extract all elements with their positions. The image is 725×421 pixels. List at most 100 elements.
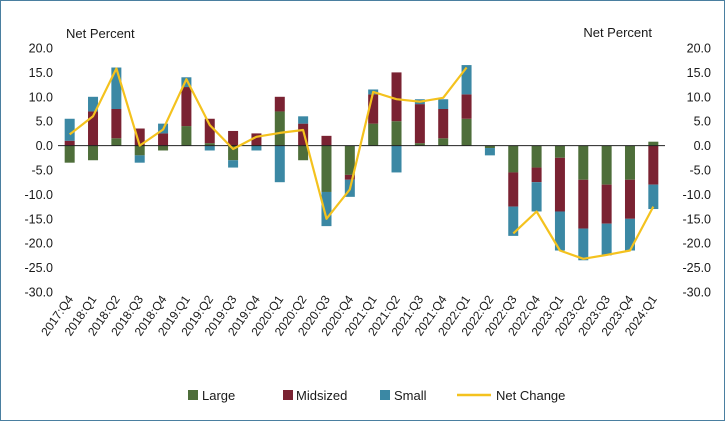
bar-small [298, 116, 309, 124]
right-y-tick-label: 10.0 [687, 90, 711, 104]
bar-midsized [274, 96, 285, 112]
legend-swatch-small [380, 390, 390, 400]
legend: Large Midsized Small Net Change [188, 388, 565, 403]
left-y-tick-label: -25.0 [25, 261, 54, 275]
bar-large [158, 145, 169, 151]
bar-midsized [298, 123, 309, 146]
bar-small [438, 99, 449, 109]
bar-midsized [531, 167, 542, 183]
bar-small [554, 211, 565, 251]
bar-large [624, 145, 635, 180]
bar-large [531, 145, 542, 168]
bar-midsized [251, 133, 262, 146]
bar-midsized [438, 109, 449, 139]
legend-label-net-change: Net Change [496, 388, 565, 403]
legend-label-small: Small [394, 388, 427, 403]
bar-midsized [368, 94, 379, 124]
right-y-tick-label: 20.0 [687, 42, 711, 56]
bar-midsized [181, 87, 192, 127]
legend-swatch-midsized [283, 390, 293, 400]
bar-small [204, 145, 215, 151]
bar-small [228, 160, 239, 168]
bar-midsized [111, 109, 122, 139]
net-change-line [69, 66, 655, 260]
bar-small [531, 182, 542, 212]
bar-large [88, 145, 99, 161]
bar-small [624, 218, 635, 251]
right-y-tick-label: 0.0 [694, 139, 711, 153]
bar-small [64, 118, 75, 141]
legend-item-small: Small [380, 388, 427, 403]
left-y-tick-label: 20.0 [29, 42, 53, 56]
bar-large [181, 126, 192, 146]
bar-midsized [158, 133, 169, 146]
bar-midsized [344, 174, 355, 180]
right-y-tick-label: -15.0 [683, 212, 712, 226]
left-y-tick-label: -20.0 [25, 237, 54, 251]
bar-small [484, 148, 495, 156]
bar-small [578, 228, 589, 261]
legend-item-net-change: Net Change [457, 388, 565, 403]
bar-midsized [64, 140, 75, 146]
bar-large [438, 138, 449, 146]
bar-small [601, 223, 612, 256]
bar-large [228, 145, 239, 161]
bar-midsized [414, 104, 425, 144]
legend-item-large: Large [188, 388, 235, 403]
bar-small [181, 77, 192, 88]
bar-midsized [134, 128, 145, 146]
bar-large [601, 145, 612, 185]
left-y-tick-label: 10.0 [29, 90, 53, 104]
bar-large [578, 145, 589, 180]
bar-large [298, 145, 309, 161]
bar-large [461, 118, 472, 146]
bar-small [134, 155, 145, 163]
bars [64, 65, 659, 261]
bar-large [391, 121, 402, 146]
bar-small [391, 145, 402, 173]
right-y-tick-label: -10.0 [683, 188, 712, 202]
x-axis-ticks: 2017:Q42018:Q12018:Q22018:Q32018:Q42019:… [38, 292, 660, 338]
bar-small [508, 206, 519, 236]
bar-large [508, 145, 519, 173]
bar-large [648, 141, 659, 146]
left-y-tick-label: 15.0 [29, 66, 53, 80]
bar-large [321, 145, 332, 192]
right-axis-title: Net Percent [583, 25, 652, 40]
right-y-axis: 20.0 15.0 10.0 5.0 0.0 -5.0 -10.0 -15.0 -20.0 -25… [683, 42, 712, 300]
bar-large [111, 138, 122, 146]
bar-large [414, 143, 425, 146]
bar-midsized [88, 111, 99, 146]
bar-midsized [321, 135, 332, 146]
bar-midsized [391, 72, 402, 122]
bar-large [484, 145, 495, 149]
left-y-tick-label: -5.0 [31, 164, 53, 178]
bar-midsized [624, 179, 635, 219]
left-y-tick-label: -10.0 [25, 188, 54, 202]
right-y-tick-label: 5.0 [694, 115, 711, 129]
bar-midsized [204, 118, 215, 144]
left-axis-title: Net Percent [66, 26, 135, 41]
net-change-line-segment [512, 206, 655, 260]
bar-large [274, 111, 285, 146]
bar-midsized [228, 130, 239, 146]
left-y-axis: 20.0 15.0 10.0 5.0 0.0 -5.0 -10.0 -15.0 -20.0 -25… [25, 42, 54, 300]
bar-midsized [461, 94, 472, 119]
bar-small [648, 184, 659, 210]
right-y-tick-label: -25.0 [683, 261, 712, 275]
bar-large [554, 145, 565, 158]
bar-midsized [554, 157, 565, 212]
right-y-tick-label: -5.0 [689, 164, 711, 178]
bar-midsized [601, 184, 612, 224]
net-change-line-segment [69, 66, 468, 220]
bar-midsized [648, 145, 659, 185]
bar-large [368, 123, 379, 146]
left-y-tick-label: 0.0 [36, 139, 53, 153]
legend-swatch-large [188, 390, 198, 400]
bar-large [344, 145, 355, 175]
bar-midsized [508, 172, 519, 207]
bar-large [204, 143, 215, 146]
right-y-tick-label: -20.0 [683, 237, 712, 251]
bar-midsized [578, 179, 589, 229]
